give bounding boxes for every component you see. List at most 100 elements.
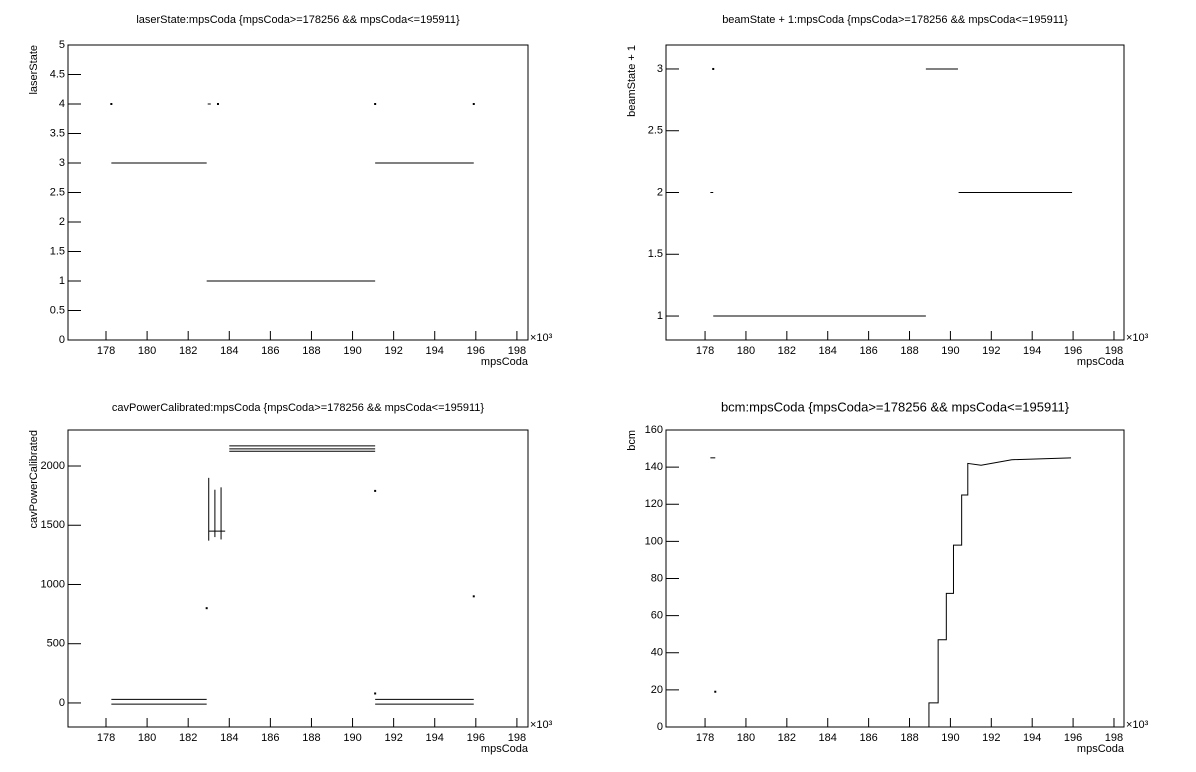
chart-title: bcm:mpsCoda {mpsCoda>=178256 && mpsCoda<… <box>721 399 1070 414</box>
x-tick-label: 180 <box>138 345 156 357</box>
x-tick-label: 198 <box>508 732 526 744</box>
x-tick-label: 182 <box>179 345 197 357</box>
x-tick-label: 194 <box>1023 345 1041 357</box>
x-tick-label: 178 <box>696 345 714 357</box>
y-tick-label: 0 <box>59 697 65 709</box>
x-tick-label: 196 <box>467 732 485 744</box>
x-tick-label: 184 <box>819 345 837 357</box>
x-tick-label: 194 <box>1023 732 1041 744</box>
x-tick-label: 188 <box>900 345 918 357</box>
y-tick-label: 100 <box>645 535 663 547</box>
x-tick-label: 186 <box>261 345 279 357</box>
y-tick-label: 1 <box>657 310 663 322</box>
x-tick-label: 192 <box>982 732 1000 744</box>
y-tick-label: 3 <box>59 157 65 169</box>
x-tick-label: 190 <box>343 732 361 744</box>
x-tick-label: 192 <box>384 345 402 357</box>
x-tick-label: 194 <box>426 732 444 744</box>
y-tick-label: 1.5 <box>648 248 663 260</box>
x-axis-label: mpsCoda <box>481 356 529 368</box>
x-tick-label: 188 <box>302 732 320 744</box>
y-tick-label: 4.5 <box>50 68 65 80</box>
x-multiplier: ×10³ <box>530 719 553 731</box>
y-tick-label: 2 <box>657 186 663 198</box>
y-tick-label: 1000 <box>41 578 65 590</box>
x-tick-label: 190 <box>941 732 959 744</box>
y-tick-label: 3.5 <box>50 127 65 139</box>
data-point <box>216 103 219 105</box>
y-tick-label: 2000 <box>41 460 65 472</box>
x-tick-label: 192 <box>982 345 1000 357</box>
x-multiplier: ×10³ <box>530 332 553 344</box>
y-tick-label: 500 <box>47 638 65 650</box>
x-tick-label: 186 <box>261 732 279 744</box>
y-tick-label: 80 <box>651 572 663 584</box>
y-tick-label: 160 <box>645 424 663 436</box>
x-tick-label: 180 <box>737 345 755 357</box>
y-tick-label: 5 <box>59 39 65 51</box>
x-tick-label: 178 <box>97 732 115 744</box>
x-multiplier: ×10³ <box>1126 719 1149 731</box>
data-line <box>928 457 1072 727</box>
data-point <box>472 595 475 598</box>
x-tick-label: 186 <box>859 345 877 357</box>
x-tick-label: 180 <box>737 732 755 744</box>
x-axis-label: mpsCoda <box>1077 356 1125 368</box>
plot-panel: beamState + 1:mpsCoda {mpsCoda>=178256 &… <box>626 14 1149 368</box>
x-tick-label: 196 <box>1064 732 1082 744</box>
y-axis-label: beamState + 1 <box>626 45 638 117</box>
y-tick-label: 60 <box>651 610 663 622</box>
y-tick-label: 0 <box>657 721 663 733</box>
plot-panel: bcm:mpsCoda {mpsCoda>=178256 && mpsCoda<… <box>626 399 1149 754</box>
x-tick-label: 196 <box>467 345 485 357</box>
data-point <box>472 103 475 105</box>
y-tick-label: 120 <box>645 498 663 510</box>
y-tick-label: 1 <box>59 275 65 287</box>
x-tick-label: 194 <box>426 345 444 357</box>
x-tick-label: 192 <box>384 732 402 744</box>
y-axis-label: laserState <box>28 45 40 95</box>
plot-frame <box>67 44 529 341</box>
x-tick-label: 198 <box>508 345 526 357</box>
data-point <box>110 103 113 105</box>
data-point <box>374 692 377 695</box>
x-tick-label: 184 <box>220 732 238 744</box>
plot-panel: cavPowerCalibrated:mpsCoda {mpsCoda>=178… <box>28 402 553 755</box>
data-point <box>714 690 717 693</box>
x-tick-label: 178 <box>97 345 115 357</box>
y-tick-label: 0.5 <box>50 304 65 316</box>
chart-title: beamState + 1:mpsCoda {mpsCoda>=178256 &… <box>722 14 1068 26</box>
y-tick-label: 140 <box>645 461 663 473</box>
x-tick-label: 178 <box>696 732 714 744</box>
y-tick-label: 2 <box>59 216 65 228</box>
y-tick-label: 20 <box>651 684 663 696</box>
x-tick-label: 180 <box>138 732 156 744</box>
data-point <box>205 607 208 610</box>
plot-panel: laserState:mpsCoda {mpsCoda>=178256 && m… <box>28 14 553 368</box>
data-point <box>712 67 715 70</box>
x-tick-label: 188 <box>900 732 918 744</box>
x-tick-label: 182 <box>179 732 197 744</box>
plot-frame <box>67 429 529 728</box>
x-axis-label: mpsCoda <box>1077 743 1125 755</box>
y-tick-label: 1.5 <box>50 245 65 257</box>
x-multiplier: ×10³ <box>1126 332 1149 344</box>
x-tick-label: 198 <box>1105 345 1123 357</box>
x-tick-label: 196 <box>1064 345 1082 357</box>
y-tick-label: 3 <box>657 63 663 75</box>
x-tick-label: 188 <box>302 345 320 357</box>
y-tick-label: 2.5 <box>648 125 663 137</box>
plot-frame <box>665 429 1125 728</box>
y-tick-label: 4 <box>59 98 65 110</box>
y-axis-label: cavPowerCalibrated <box>28 430 40 528</box>
x-tick-label: 184 <box>220 345 238 357</box>
y-tick-label: 2.5 <box>50 186 65 198</box>
x-tick-label: 182 <box>778 345 796 357</box>
data-point <box>374 103 377 105</box>
y-tick-label: 40 <box>651 647 663 659</box>
x-tick-label: 182 <box>778 732 796 744</box>
x-tick-label: 186 <box>859 732 877 744</box>
x-tick-label: 190 <box>343 345 361 357</box>
x-tick-label: 184 <box>819 732 837 744</box>
